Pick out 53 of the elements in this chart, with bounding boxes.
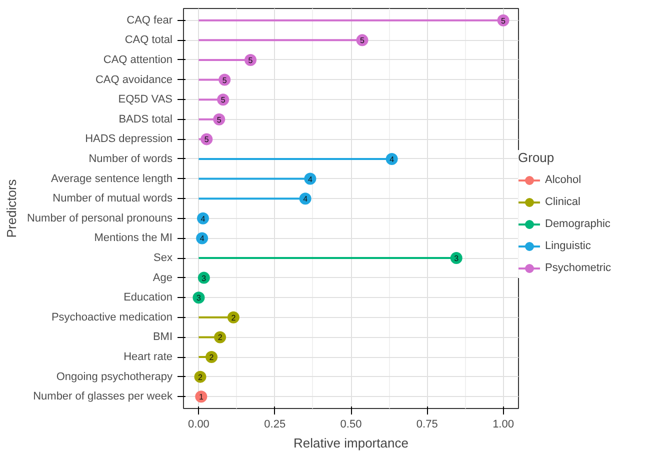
annotation: 5: [248, 56, 254, 65]
annotation: 4: [303, 194, 308, 204]
annotation: 2: [198, 372, 204, 382]
y-tick-label: Psychoactive medication: [51, 311, 173, 324]
y-tick-label: CAQ fear: [126, 14, 173, 26]
x-tick-label: 0.25: [264, 418, 286, 430]
annotation: 5: [204, 135, 210, 144]
y-tick-label: Mentions the MI: [94, 232, 173, 244]
y-tick-label: Number of glasses per week: [33, 390, 173, 403]
annotation: 1: [198, 392, 204, 402]
x-tick-label: 0.00: [188, 418, 210, 430]
y-tick-label: Number of personal pronouns: [26, 212, 173, 224]
annotation: 2: [218, 333, 223, 342]
y-tick-label: Sex: [154, 252, 173, 264]
y-tick-label: Heart rate: [124, 351, 173, 364]
legend-label: Psychometric: [545, 262, 612, 274]
y-tick-label: Number of words: [88, 152, 173, 165]
annotation: 4: [200, 234, 205, 244]
annotation: 5: [222, 76, 228, 85]
y-tick-label: Average sentence length: [51, 172, 172, 185]
annotation: 4: [390, 154, 395, 164]
legend-label: Clinical: [545, 196, 580, 208]
annotation: 5: [220, 96, 226, 105]
x-tick-label: 1.00: [492, 418, 514, 430]
annotation: 5: [216, 115, 222, 124]
annotation: 5: [360, 36, 366, 46]
y-tick-label: HADS depression: [85, 133, 173, 146]
x-tick-label: 0.75: [416, 418, 438, 430]
y-tick-label: Number of mutual words: [52, 192, 173, 205]
x-tick-label: 0.50: [340, 418, 362, 430]
annotation: 3: [454, 254, 460, 264]
y-tick-label: CAQ avoidance: [95, 74, 173, 86]
y-tick-label: Education: [124, 292, 173, 304]
legend-label: Alcohol: [545, 174, 582, 186]
annotation: 4: [308, 174, 313, 184]
annotation: 3: [202, 274, 207, 283]
annotation: 3: [196, 294, 202, 303]
annotation: 2: [231, 313, 236, 322]
y-tick-label: EQ5D VAS: [118, 94, 173, 106]
y-tick-label: CAQ total: [124, 34, 173, 46]
annotation: 4: [200, 214, 206, 224]
legend-label: Demographic: [545, 218, 610, 230]
y-tick-label: Age: [152, 272, 173, 284]
x-axis-title: Relative importance: [294, 436, 408, 450]
annotation: 5: [501, 16, 506, 26]
y-tick-label: CAQ attention: [103, 54, 172, 66]
y-axis-title: Predictors: [4, 178, 19, 238]
y-tick-label: BMI: [152, 331, 173, 344]
y-tick-label: BADS total: [118, 113, 173, 126]
legend-label: Linguistic: [545, 240, 591, 252]
legend-title: Group: [518, 150, 556, 165]
y-tick-label: Ongoing psychotherapy: [56, 370, 173, 383]
annotation: 2: [209, 353, 214, 362]
